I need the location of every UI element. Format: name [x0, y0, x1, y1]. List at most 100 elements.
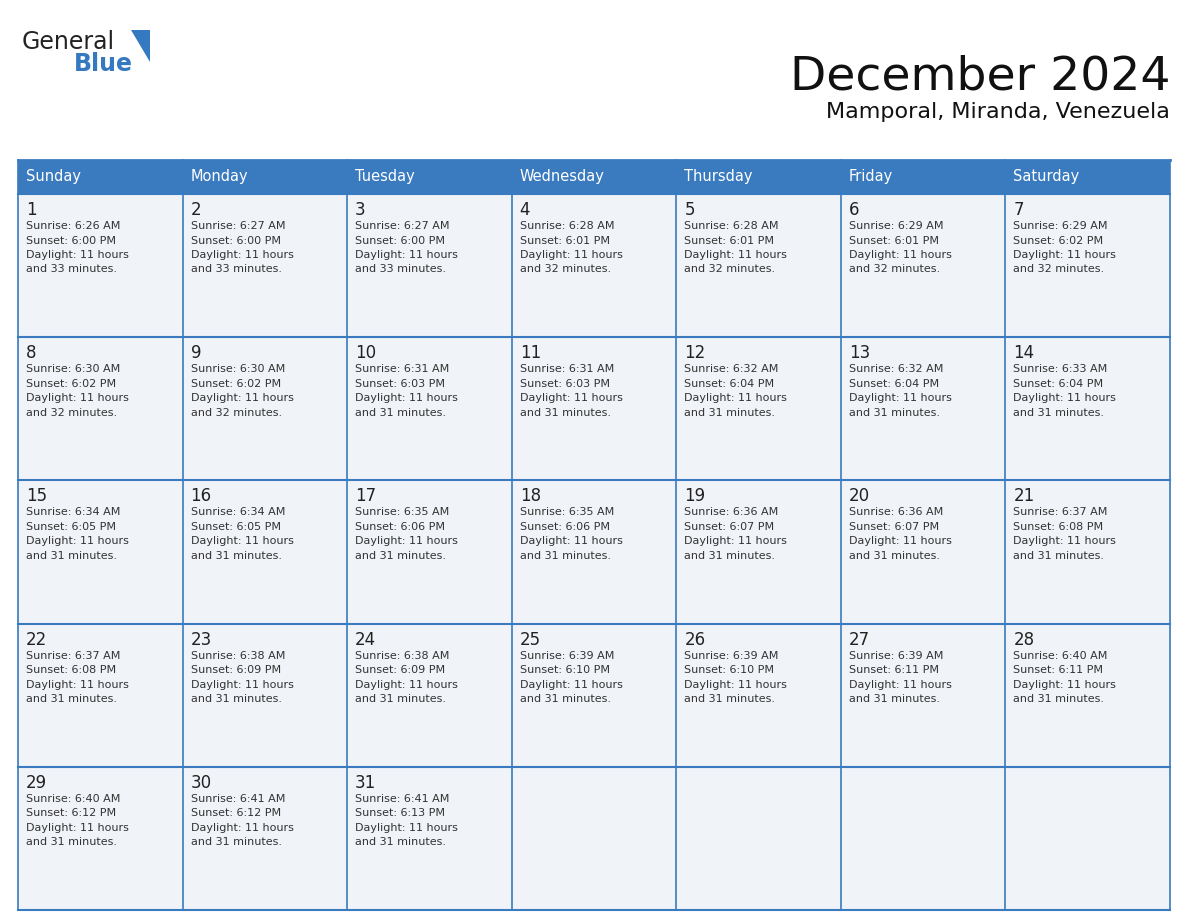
Text: 18: 18 — [519, 487, 541, 506]
Text: and 32 minutes.: and 32 minutes. — [849, 264, 940, 274]
Text: Mamporal, Miranda, Venezuela: Mamporal, Miranda, Venezuela — [826, 102, 1170, 122]
Text: and 31 minutes.: and 31 minutes. — [26, 837, 116, 847]
Text: Sunrise: 6:29 AM: Sunrise: 6:29 AM — [1013, 221, 1108, 231]
Text: Daylight: 11 hours: Daylight: 11 hours — [355, 823, 459, 833]
Text: 11: 11 — [519, 344, 541, 363]
Text: Sunrise: 6:35 AM: Sunrise: 6:35 AM — [519, 508, 614, 518]
Text: 31: 31 — [355, 774, 377, 792]
Text: Sunrise: 6:29 AM: Sunrise: 6:29 AM — [849, 221, 943, 231]
Text: 20: 20 — [849, 487, 870, 506]
Text: Daylight: 11 hours: Daylight: 11 hours — [519, 393, 623, 403]
Text: Sunset: 6:10 PM: Sunset: 6:10 PM — [519, 666, 609, 675]
Bar — [676, 480, 841, 623]
Text: Sunday: Sunday — [26, 170, 81, 185]
Bar — [18, 767, 183, 910]
Text: Sunset: 6:06 PM: Sunset: 6:06 PM — [355, 522, 446, 532]
Text: Daylight: 11 hours: Daylight: 11 hours — [190, 536, 293, 546]
Text: 10: 10 — [355, 344, 377, 363]
Bar — [512, 337, 676, 480]
Bar — [18, 194, 183, 337]
Text: 29: 29 — [26, 774, 48, 792]
Text: Sunset: 6:07 PM: Sunset: 6:07 PM — [849, 522, 939, 532]
Text: 13: 13 — [849, 344, 870, 363]
Text: Daylight: 11 hours: Daylight: 11 hours — [26, 250, 128, 260]
Text: Daylight: 11 hours: Daylight: 11 hours — [26, 823, 128, 833]
Text: and 33 minutes.: and 33 minutes. — [26, 264, 116, 274]
Bar — [512, 623, 676, 767]
Text: Sunset: 6:08 PM: Sunset: 6:08 PM — [26, 666, 116, 675]
Text: and 31 minutes.: and 31 minutes. — [849, 694, 940, 704]
Text: 16: 16 — [190, 487, 211, 506]
Text: Sunset: 6:12 PM: Sunset: 6:12 PM — [26, 809, 116, 818]
Bar — [841, 337, 1005, 480]
Bar — [347, 194, 512, 337]
Text: Sunset: 6:09 PM: Sunset: 6:09 PM — [190, 666, 280, 675]
Text: Sunrise: 6:40 AM: Sunrise: 6:40 AM — [26, 794, 120, 804]
Text: Saturday: Saturday — [1013, 170, 1080, 185]
Text: and 31 minutes.: and 31 minutes. — [684, 694, 776, 704]
Text: 17: 17 — [355, 487, 377, 506]
Bar — [18, 480, 183, 623]
Bar — [1005, 337, 1170, 480]
Text: Sunrise: 6:27 AM: Sunrise: 6:27 AM — [190, 221, 285, 231]
Text: and 31 minutes.: and 31 minutes. — [519, 408, 611, 418]
Text: 19: 19 — [684, 487, 706, 506]
Text: Daylight: 11 hours: Daylight: 11 hours — [684, 679, 788, 689]
Text: 7: 7 — [1013, 201, 1024, 219]
Text: Friday: Friday — [849, 170, 893, 185]
Text: Daylight: 11 hours: Daylight: 11 hours — [684, 393, 788, 403]
Text: Sunrise: 6:37 AM: Sunrise: 6:37 AM — [26, 651, 120, 661]
Bar — [841, 480, 1005, 623]
Text: Sunrise: 6:36 AM: Sunrise: 6:36 AM — [849, 508, 943, 518]
Text: and 31 minutes.: and 31 minutes. — [849, 408, 940, 418]
Text: 8: 8 — [26, 344, 37, 363]
Text: Daylight: 11 hours: Daylight: 11 hours — [684, 536, 788, 546]
Text: Daylight: 11 hours: Daylight: 11 hours — [684, 250, 788, 260]
Text: Sunrise: 6:31 AM: Sunrise: 6:31 AM — [519, 364, 614, 375]
Text: and 31 minutes.: and 31 minutes. — [684, 408, 776, 418]
Text: 12: 12 — [684, 344, 706, 363]
Text: 4: 4 — [519, 201, 530, 219]
Text: Sunset: 6:04 PM: Sunset: 6:04 PM — [684, 379, 775, 388]
Text: and 32 minutes.: and 32 minutes. — [1013, 264, 1105, 274]
Text: Tuesday: Tuesday — [355, 170, 415, 185]
Text: Sunrise: 6:27 AM: Sunrise: 6:27 AM — [355, 221, 449, 231]
Bar — [183, 767, 347, 910]
Text: and 31 minutes.: and 31 minutes. — [849, 551, 940, 561]
Text: 2: 2 — [190, 201, 201, 219]
Text: Sunrise: 6:30 AM: Sunrise: 6:30 AM — [190, 364, 285, 375]
Text: Sunrise: 6:28 AM: Sunrise: 6:28 AM — [684, 221, 779, 231]
Text: and 33 minutes.: and 33 minutes. — [355, 264, 447, 274]
Text: Sunrise: 6:37 AM: Sunrise: 6:37 AM — [1013, 508, 1107, 518]
Text: Daylight: 11 hours: Daylight: 11 hours — [519, 679, 623, 689]
Text: and 31 minutes.: and 31 minutes. — [519, 694, 611, 704]
Text: Sunrise: 6:32 AM: Sunrise: 6:32 AM — [849, 364, 943, 375]
Text: and 32 minutes.: and 32 minutes. — [190, 408, 282, 418]
Bar — [676, 623, 841, 767]
Text: Sunset: 6:11 PM: Sunset: 6:11 PM — [1013, 666, 1104, 675]
Text: Sunrise: 6:35 AM: Sunrise: 6:35 AM — [355, 508, 449, 518]
Text: and 33 minutes.: and 33 minutes. — [190, 264, 282, 274]
Text: and 31 minutes.: and 31 minutes. — [190, 837, 282, 847]
Bar — [183, 480, 347, 623]
Text: Sunrise: 6:39 AM: Sunrise: 6:39 AM — [849, 651, 943, 661]
Text: Sunset: 6:04 PM: Sunset: 6:04 PM — [849, 379, 939, 388]
Text: Sunset: 6:00 PM: Sunset: 6:00 PM — [355, 236, 446, 245]
Text: and 31 minutes.: and 31 minutes. — [190, 551, 282, 561]
Bar — [347, 623, 512, 767]
Text: 23: 23 — [190, 631, 211, 649]
Text: Sunset: 6:04 PM: Sunset: 6:04 PM — [1013, 379, 1104, 388]
Text: Daylight: 11 hours: Daylight: 11 hours — [190, 679, 293, 689]
Text: Daylight: 11 hours: Daylight: 11 hours — [1013, 250, 1117, 260]
Text: Sunrise: 6:33 AM: Sunrise: 6:33 AM — [1013, 364, 1107, 375]
Bar — [18, 623, 183, 767]
Text: Sunset: 6:05 PM: Sunset: 6:05 PM — [26, 522, 116, 532]
Bar — [183, 623, 347, 767]
Text: 28: 28 — [1013, 631, 1035, 649]
Text: Sunset: 6:02 PM: Sunset: 6:02 PM — [190, 379, 280, 388]
Text: 14: 14 — [1013, 344, 1035, 363]
Text: Daylight: 11 hours: Daylight: 11 hours — [190, 393, 293, 403]
Text: Daylight: 11 hours: Daylight: 11 hours — [1013, 393, 1117, 403]
Text: and 31 minutes.: and 31 minutes. — [355, 694, 447, 704]
Text: Daylight: 11 hours: Daylight: 11 hours — [355, 679, 459, 689]
